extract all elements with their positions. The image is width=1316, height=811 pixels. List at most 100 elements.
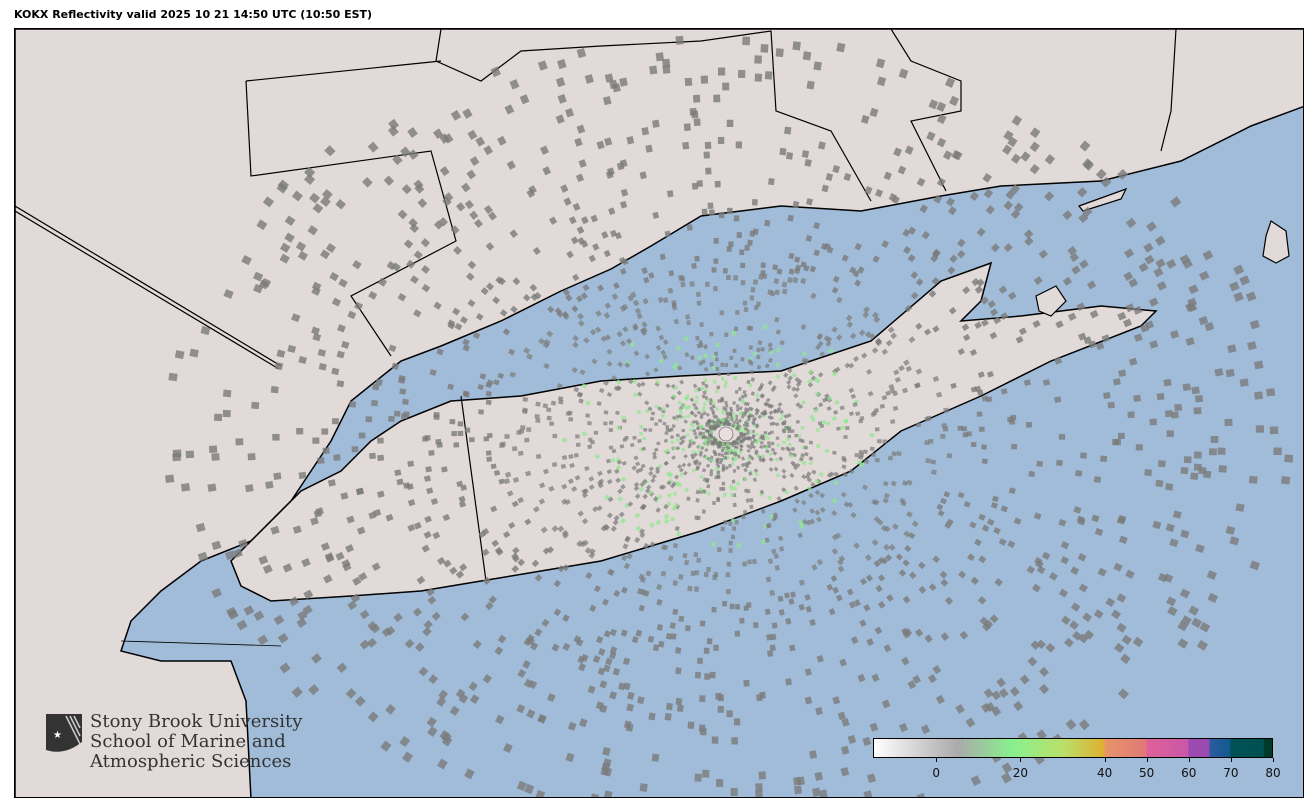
radar-echo-cell — [522, 293, 531, 302]
radar-echo-cell — [1000, 312, 1009, 321]
radar-echo-cell — [704, 395, 709, 401]
radar-echo-cell — [407, 149, 419, 160]
radar-echo-cell — [236, 619, 248, 631]
radar-echo-cell — [736, 232, 742, 239]
radar-echo-cell — [739, 617, 745, 624]
radar-echo-cell — [1233, 264, 1245, 276]
radar-echo-cell — [666, 492, 672, 499]
radar-echo-cell — [1112, 378, 1121, 386]
radar-echo-cell — [588, 484, 595, 491]
radar-echo-cell — [746, 456, 751, 461]
radar-echo-cell — [1225, 525, 1236, 535]
radar-echo-cell — [748, 345, 754, 350]
radar-echo-cell — [682, 141, 690, 150]
radar-echo-cell — [172, 453, 182, 462]
radar-echo-cell — [991, 706, 1002, 717]
radar-echo-cell — [983, 688, 994, 699]
radar-echo-cell — [697, 443, 703, 449]
radar-echo-cell — [587, 421, 592, 426]
radar-echo-cell — [791, 372, 797, 379]
radar-echo-cell — [650, 411, 656, 416]
radar-echo-cell — [680, 281, 686, 288]
radar-echo-cell — [526, 188, 536, 198]
radar-echo-cell — [529, 283, 538, 292]
radar-echo-cell — [794, 267, 801, 275]
radar-echo-cell — [694, 671, 702, 679]
colorbar-tick — [1230, 758, 1232, 762]
radar-echo-cell — [535, 401, 541, 407]
radar-echo-cell — [321, 428, 329, 435]
radar-echo-cell — [826, 246, 834, 254]
radar-echo-cell — [776, 496, 782, 502]
radar-echo-cell — [526, 709, 536, 719]
radar-echo-cell — [562, 288, 570, 296]
radar-echo-cell — [804, 696, 813, 705]
radar-echo-cell — [726, 710, 733, 718]
radar-echo-cell — [694, 405, 699, 411]
radar-echo-cell — [1082, 612, 1092, 622]
radar-echo-cell — [843, 172, 852, 182]
radar-echo-cell — [551, 643, 560, 652]
radar-echo-cell — [675, 433, 680, 438]
radar-echo-cell — [735, 141, 743, 149]
radar-echo-cell — [785, 152, 794, 160]
radar-echo-cell — [994, 578, 1003, 587]
radar-echo-cell — [735, 310, 740, 315]
radar-echo-cell — [774, 457, 780, 462]
radar-echo-cell — [534, 414, 540, 419]
radar-echo-cell — [420, 238, 431, 248]
radar-echo-cell — [754, 471, 759, 477]
radar-echo-cell — [815, 428, 821, 432]
radar-echo-cell — [902, 559, 910, 567]
radar-echo-cell — [579, 369, 586, 376]
radar-echo-cell — [852, 402, 858, 408]
radar-echo-cell — [841, 254, 849, 262]
radar-echo-cell — [1138, 262, 1149, 273]
radar-echo-cell — [681, 415, 687, 420]
radar-echo-cell — [1011, 115, 1023, 126]
radar-echo-cell — [648, 470, 654, 477]
radar-echo-cell — [605, 657, 613, 666]
radar-echo-cell — [546, 330, 554, 338]
radar-echo-cell — [698, 361, 703, 366]
radar-echo-cell — [811, 564, 818, 571]
radar-echo-cell — [840, 745, 850, 755]
radar-echo-cell — [617, 361, 624, 368]
radar-echo-cell — [754, 55, 763, 64]
radar-echo-cell — [834, 532, 842, 539]
radar-echo-cell — [358, 572, 368, 582]
radar-echo-cell — [623, 562, 631, 570]
radar-echo-cell — [716, 385, 721, 390]
radar-echo-cell — [648, 466, 654, 472]
radar-echo-cell — [1026, 565, 1036, 574]
radar-echo-cell — [726, 414, 730, 418]
radar-echo-cell — [780, 421, 786, 426]
radar-echo-cell — [1077, 553, 1087, 562]
radar-echo-cell — [324, 145, 336, 157]
radar-echo-cell — [674, 525, 680, 532]
radar-echo-cell — [211, 587, 223, 599]
radar-echo-cell — [841, 457, 848, 463]
radar-echo-cell — [940, 632, 950, 641]
radar-echo-cell — [678, 615, 685, 622]
radar-echo-cell — [785, 617, 792, 625]
radar-echo-cell — [878, 601, 886, 609]
radar-echo-cell — [939, 570, 948, 579]
radar-echo-cell — [848, 468, 855, 474]
radar-echo-cell — [786, 437, 791, 441]
radar-echo-cell — [447, 321, 456, 330]
radar-echo-cell — [768, 457, 774, 462]
radar-echo-cell — [485, 601, 494, 611]
radar-echo-cell — [462, 344, 470, 352]
radar-echo-cell — [986, 371, 994, 378]
radar-echo-cell — [1229, 536, 1240, 546]
radar-echo-cell — [603, 524, 610, 531]
radar-echo-cell — [410, 275, 419, 284]
radar-echo-cell — [457, 430, 464, 436]
radar-echo-cell — [619, 159, 628, 168]
radar-echo-cell — [337, 324, 346, 333]
radar-echo-cell — [502, 530, 511, 539]
radar-echo-cell — [724, 380, 728, 385]
radar-echo-cell — [927, 674, 937, 684]
radar-echo-cell — [993, 527, 1001, 535]
